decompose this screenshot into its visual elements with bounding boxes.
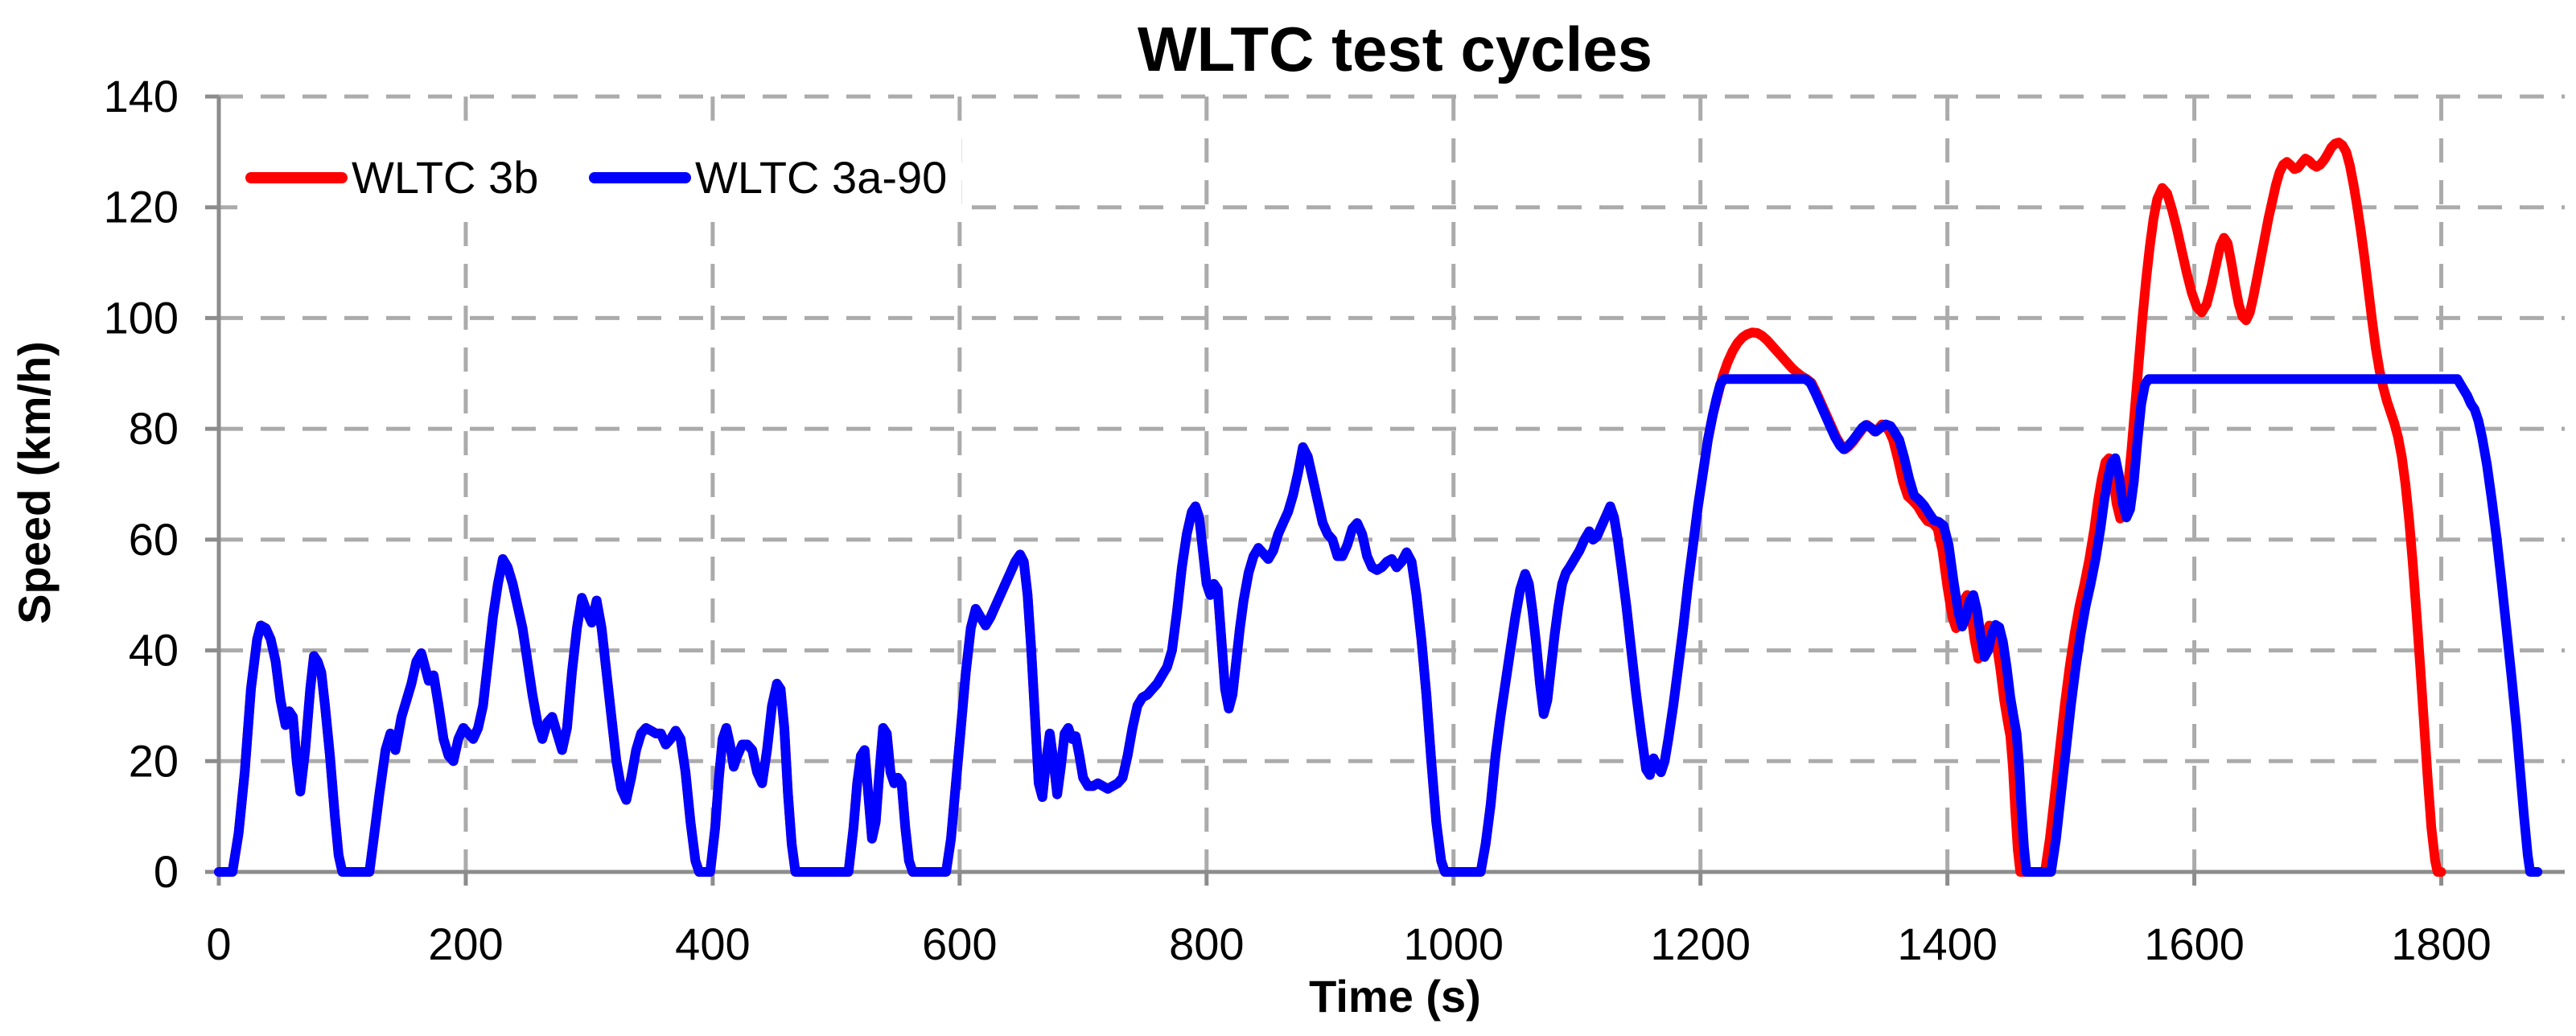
y-tick-label-140: 140 bbox=[104, 71, 179, 121]
chart-title: WLTC test cycles bbox=[1138, 14, 1652, 84]
y-tick-label-120: 120 bbox=[104, 182, 179, 232]
x-tick-label-1600: 1600 bbox=[2144, 919, 2245, 969]
x-tick-label-800: 800 bbox=[1169, 919, 1244, 969]
y-tick-label-100: 100 bbox=[104, 292, 179, 343]
x-axis-title: Time (s) bbox=[1309, 971, 1481, 1022]
x-tick-label-1000: 1000 bbox=[1403, 919, 1504, 969]
x-tick-label-1800: 1800 bbox=[2391, 919, 2492, 969]
series-layer bbox=[214, 138, 2543, 877]
x-tick-label-1200: 1200 bbox=[1650, 919, 1751, 969]
series-line-wltc-3a-90 bbox=[214, 374, 2543, 877]
y-tick-label-0: 0 bbox=[154, 846, 179, 897]
legend-label-wltc-3a-90: WLTC 3a-90 bbox=[695, 152, 947, 203]
x-tick-label-1400: 1400 bbox=[1897, 919, 1998, 969]
y-tick-label-20: 20 bbox=[129, 735, 179, 786]
legend-label-wltc-3b: WLTC 3b bbox=[352, 152, 538, 203]
x-tick-label-0: 0 bbox=[206, 919, 231, 969]
y-tick-label-80: 80 bbox=[129, 403, 179, 454]
y-tick-label-60: 60 bbox=[129, 514, 179, 565]
legend: WLTC 3b WLTC 3a-90 bbox=[245, 152, 947, 203]
x-tick-label-600: 600 bbox=[922, 919, 997, 969]
x-tick-label-200: 200 bbox=[428, 919, 503, 969]
y-tick-label-40: 40 bbox=[129, 625, 179, 676]
legend-item-wltc-3a-90: WLTC 3a-90 bbox=[589, 152, 947, 203]
legend-item-wltc-3b: WLTC 3b bbox=[245, 152, 538, 203]
y-axis-title: Speed (km/h) bbox=[9, 341, 60, 624]
x-tick-label-400: 400 bbox=[675, 919, 750, 969]
